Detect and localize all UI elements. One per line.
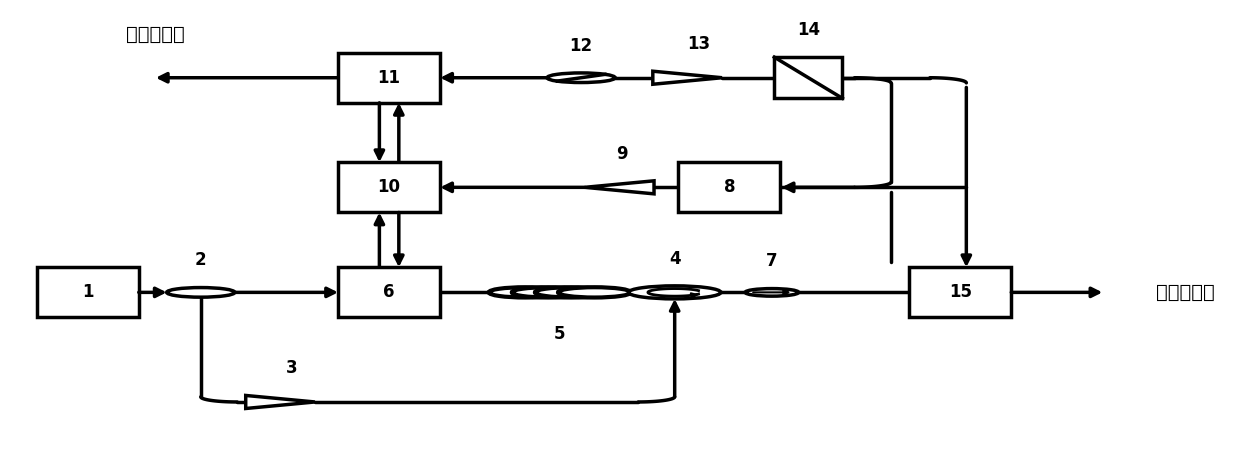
Text: 12: 12 <box>569 37 593 55</box>
Bar <box>37 267 139 317</box>
Text: 8: 8 <box>724 178 735 196</box>
Text: 13: 13 <box>687 35 711 53</box>
Text: 4: 4 <box>668 250 681 267</box>
Ellipse shape <box>489 287 562 297</box>
Polygon shape <box>246 396 315 409</box>
Ellipse shape <box>547 73 615 82</box>
Text: 1: 1 <box>82 283 93 302</box>
Text: 电信号输出: 电信号输出 <box>126 25 185 44</box>
Bar <box>339 53 440 103</box>
Ellipse shape <box>629 286 720 299</box>
Bar <box>678 162 780 212</box>
Ellipse shape <box>558 287 631 297</box>
Text: 11: 11 <box>378 69 401 87</box>
Text: 2: 2 <box>195 251 207 269</box>
Text: 14: 14 <box>797 21 820 39</box>
Ellipse shape <box>166 288 234 297</box>
Ellipse shape <box>534 287 608 297</box>
Text: 7: 7 <box>766 252 777 270</box>
Polygon shape <box>652 71 722 84</box>
Polygon shape <box>585 181 653 194</box>
Text: 3: 3 <box>286 359 298 377</box>
Bar <box>339 267 440 317</box>
Text: 光信号输出: 光信号输出 <box>1156 283 1214 302</box>
Text: 5: 5 <box>553 325 565 343</box>
Text: 6: 6 <box>383 283 394 302</box>
Text: 9: 9 <box>616 144 627 163</box>
Bar <box>774 57 842 98</box>
Text: 15: 15 <box>949 283 972 302</box>
Bar <box>909 267 1012 317</box>
Ellipse shape <box>512 287 585 297</box>
Ellipse shape <box>745 288 799 296</box>
Bar <box>339 162 440 212</box>
Text: 10: 10 <box>378 178 401 196</box>
